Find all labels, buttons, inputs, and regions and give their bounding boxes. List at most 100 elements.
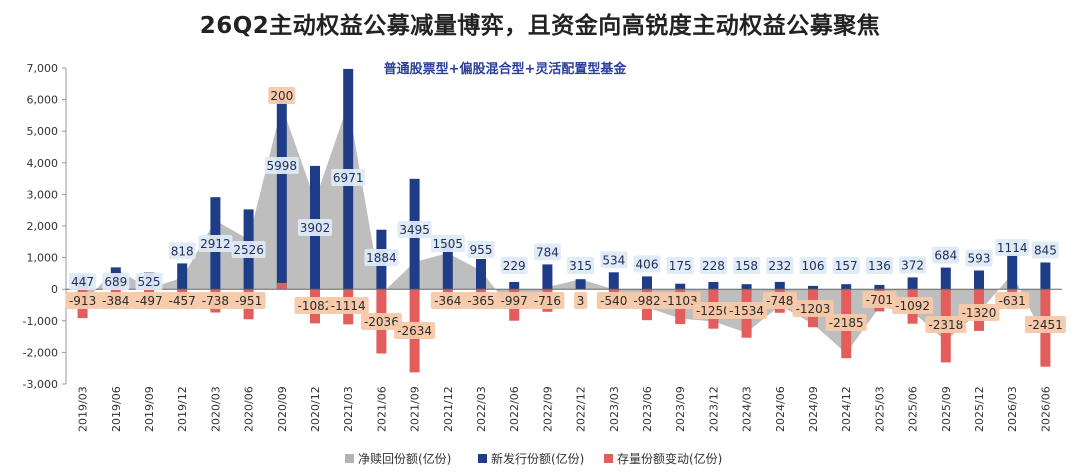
data-label-stock-bg — [394, 322, 436, 339]
data-label-new-bg — [865, 257, 893, 274]
x-tick-label: 2022/12 — [575, 386, 588, 432]
data-label-stock-text: -1103 — [663, 294, 698, 308]
y-tick-label: 7,000 — [27, 62, 59, 75]
data-label-new-bg — [766, 257, 794, 274]
data-label-stock-text: -1082 — [298, 299, 333, 313]
data-label-new-bg — [298, 219, 332, 236]
data-label-stock-text: -457 — [169, 294, 196, 308]
data-label-new-bg — [567, 257, 595, 274]
y-tick-label: 1,000 — [27, 252, 59, 265]
data-label-new: 684 — [932, 246, 960, 264]
chart-subtitle: 普通股票型+偏股混合型+灵活配置型基金 — [384, 61, 628, 77]
x-tick-label: 2023/06 — [641, 386, 654, 432]
y-tick-label: 0 — [51, 283, 58, 296]
data-label-new-text: 1505 — [433, 237, 464, 251]
data-label-new-text: 534 — [602, 253, 625, 267]
data-label-stock-bg — [995, 292, 1030, 309]
data-label-stock: -457 — [165, 292, 200, 309]
bar-new-issuance — [1040, 262, 1051, 290]
x-tick-label: 2024/09 — [807, 386, 820, 432]
data-label-stock-text: -997 — [501, 294, 528, 308]
data-label-new-bg — [331, 169, 366, 186]
bar-new-issuance — [442, 241, 453, 290]
data-label-new: 525 — [135, 273, 163, 290]
y-tick-label: 3,000 — [27, 188, 59, 201]
data-label-new-text: 1884 — [366, 251, 397, 265]
data-label-stock: -631 — [995, 292, 1030, 309]
x-tick-label: 2021/06 — [375, 386, 388, 432]
data-label-stock-bg — [1024, 316, 1066, 333]
data-label-stock: -748 — [762, 292, 797, 309]
x-tick-label: 2025/09 — [940, 386, 953, 432]
data-label-stock: -913 — [65, 292, 100, 309]
data-label-new-text: 1114 — [997, 241, 1028, 255]
x-tick-label: 2019/12 — [176, 386, 189, 432]
data-label-new-text: 228 — [702, 259, 725, 273]
data-label-stock: -1092 — [892, 297, 934, 314]
bar-new-issuance — [841, 284, 852, 290]
bar-new-issuance — [874, 284, 885, 290]
data-label-stock-bg — [958, 304, 1000, 321]
x-tick-label: 2020/09 — [276, 386, 289, 432]
data-label-new: 1114 — [995, 239, 1030, 256]
data-label-stock: -1534 — [726, 302, 768, 319]
data-label-stock-text: -1092 — [895, 299, 930, 313]
bar-new-issuance — [808, 285, 818, 290]
x-tick-label: 2023/09 — [674, 386, 687, 432]
legend-label: 净赎回份额(亿份) — [358, 451, 451, 466]
data-label-new-bg — [699, 257, 727, 274]
data-label-stock-text: -748 — [766, 294, 793, 308]
data-label-new-text: 845 — [1034, 244, 1057, 258]
data-label-new-bg — [264, 157, 299, 174]
data-label-stock-bg — [630, 292, 664, 309]
data-label-new-bg — [666, 257, 694, 274]
data-label-new: 2912 — [198, 235, 233, 252]
data-label-new-bg — [899, 256, 927, 274]
data-label-new: 232 — [766, 257, 794, 274]
data-label-new-bg — [1031, 241, 1059, 259]
bar-new-issuance — [276, 99, 287, 290]
data-label-stock: -1103 — [659, 292, 701, 309]
data-label-stock-text: -913 — [69, 294, 96, 308]
data-label-new-bg — [198, 235, 233, 252]
legend-item: 净赎回份额(亿份) — [345, 451, 451, 466]
data-label-stock-text: -2036 — [364, 315, 399, 329]
data-label-stock-text: -497 — [135, 294, 162, 308]
legend-label: 存量份额变动(亿份) — [617, 451, 722, 466]
data-label-stock: -716 — [530, 292, 565, 309]
data-label-new: 6971 — [331, 169, 366, 186]
x-tick-label: 2023/12 — [707, 386, 720, 432]
data-label-new-text: 525 — [138, 275, 161, 289]
data-label-new: 315 — [567, 257, 595, 274]
data-label-stock: -2451 — [1024, 316, 1066, 333]
bar-new-issuance — [1007, 254, 1018, 290]
data-label-new-text: 955 — [470, 243, 493, 257]
x-tick-label: 2020/12 — [309, 386, 322, 432]
data-label-new-bg — [69, 273, 97, 290]
data-label-stock: -738 — [198, 292, 233, 309]
data-label-stock: -540 — [596, 292, 631, 309]
x-tick-label: 2024/03 — [741, 386, 754, 432]
x-tick-label: 2025/06 — [907, 386, 920, 432]
data-label-new: 689 — [102, 273, 130, 290]
data-label-stock-bg — [530, 292, 565, 309]
data-label-new: 5998 — [264, 157, 299, 174]
data-label-new-bg — [733, 257, 761, 274]
data-label-stock: -1320 — [958, 304, 1000, 321]
data-label-new: 845 — [1031, 241, 1059, 259]
bar-new-issuance — [542, 264, 553, 290]
data-label-stock-text: -701 — [866, 293, 893, 307]
data-label-new: 158 — [733, 257, 761, 274]
data-label-new-text: 315 — [569, 259, 592, 273]
bar-new-issuance — [642, 276, 652, 290]
data-label-new-bg — [633, 255, 661, 273]
x-tick-label: 2021/03 — [342, 386, 355, 432]
data-label-new: 1505 — [430, 235, 465, 252]
data-label-new: 3902 — [298, 219, 332, 236]
data-label-new-text: 232 — [768, 259, 791, 273]
data-label-new-text: 447 — [71, 275, 94, 289]
x-tick-label: 2019/06 — [110, 386, 123, 432]
data-label-stock-text: -1250 — [696, 304, 731, 318]
data-label-stock-bg — [268, 87, 296, 104]
data-label-stock-bg — [132, 292, 166, 309]
